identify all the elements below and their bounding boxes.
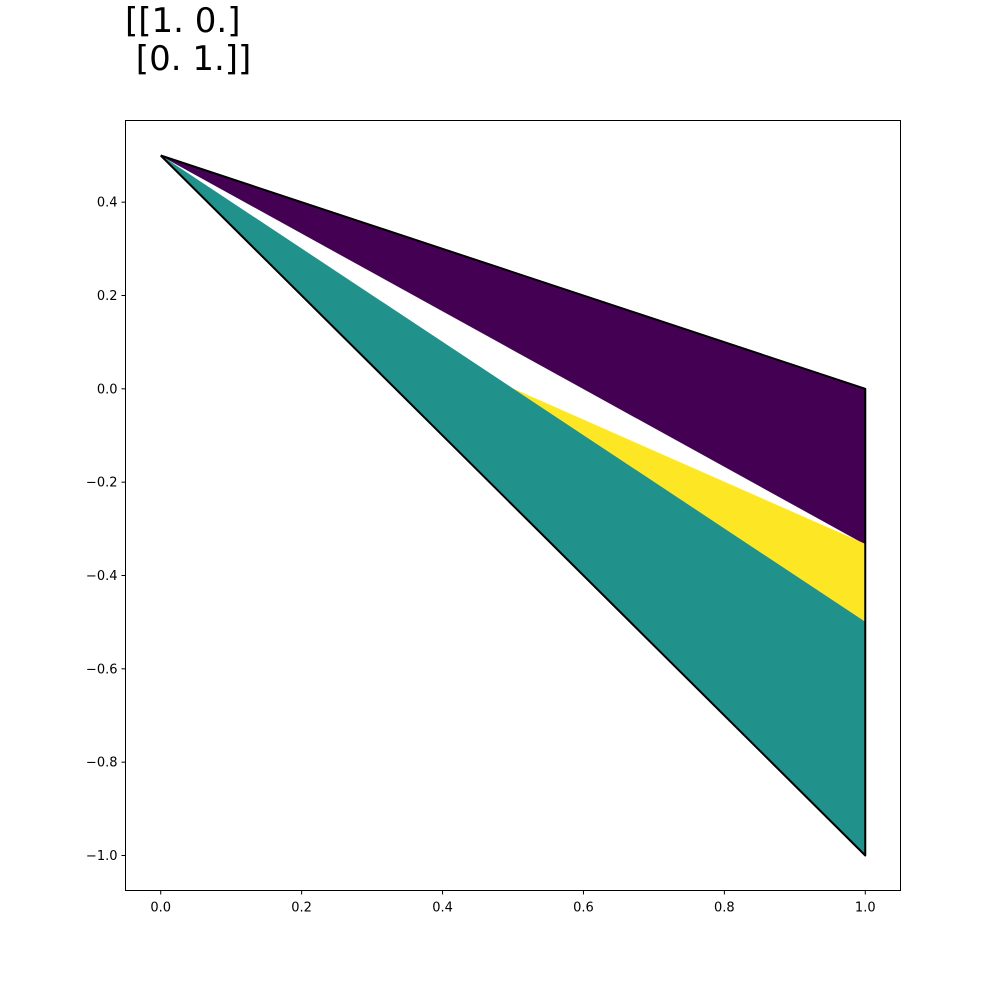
x-tick-label: 0.6 xyxy=(573,901,594,916)
y-tick-label: −0.2 xyxy=(86,476,118,491)
y-tick-label: −0.4 xyxy=(86,569,118,584)
x-tick-label: 0.8 xyxy=(714,901,735,916)
x-tick-label: 0.4 xyxy=(432,901,453,916)
plot-frame xyxy=(125,120,901,891)
chart-title-line-2: [0. 1.]] xyxy=(125,39,252,79)
y-tick-label: 0.2 xyxy=(97,289,118,304)
y-tick-label: 0.0 xyxy=(97,382,118,397)
y-tick-label: −1.0 xyxy=(86,849,118,864)
chart-title-line-1: [[1. 0.] xyxy=(125,1,241,41)
x-tick-label: 1.0 xyxy=(855,901,876,916)
x-axis: 0.0 0.2 0.4 0.6 0.8 1.0 xyxy=(150,890,876,916)
x-tick-label: 0.2 xyxy=(291,901,312,916)
x-tick-label: 0.0 xyxy=(150,901,171,916)
y-tick-label: 0.4 xyxy=(97,196,118,211)
y-tick-label: −0.6 xyxy=(86,662,118,677)
triangle-outline xyxy=(160,154,867,857)
y-axis: 0.4 0.2 0.0 −0.2 −0.4 −0.6 −0.8 −1.0 xyxy=(86,196,126,864)
outline-layer xyxy=(160,154,867,857)
y-tick-label: −0.8 xyxy=(86,756,118,771)
